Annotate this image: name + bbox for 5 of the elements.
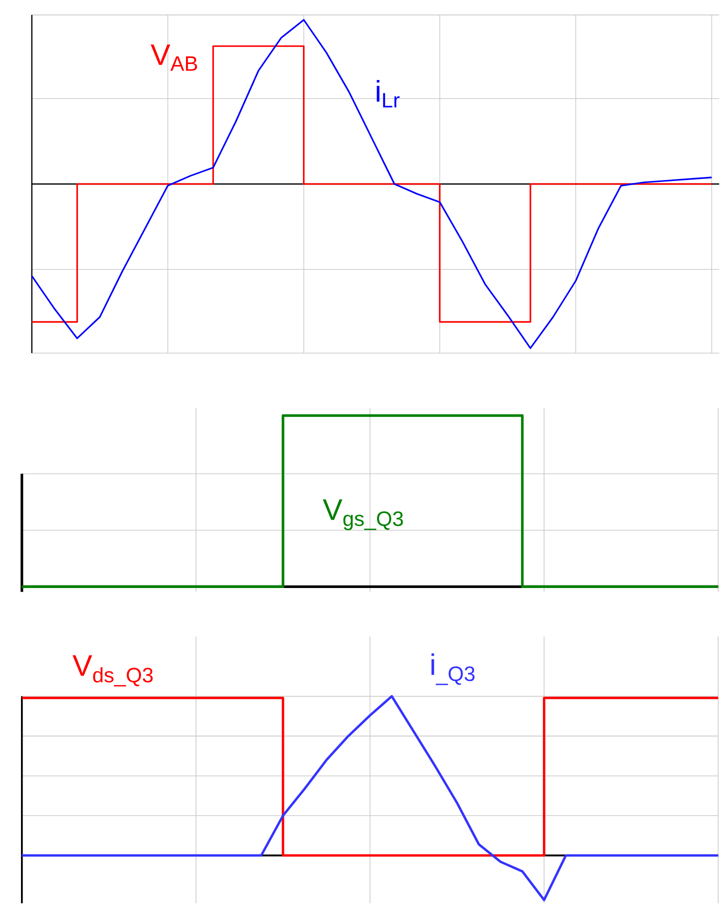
series-label: i$_{_Q3}$ — [431, 653, 474, 686]
series-label: i$_{Lr}$ — [376, 80, 400, 108]
series-label: V$_{ds_Q3}$ — [72, 655, 152, 686]
series-label: V$_{AB}$ — [150, 44, 197, 71]
series-label: V$_{gs_Q3}$ — [322, 499, 403, 530]
